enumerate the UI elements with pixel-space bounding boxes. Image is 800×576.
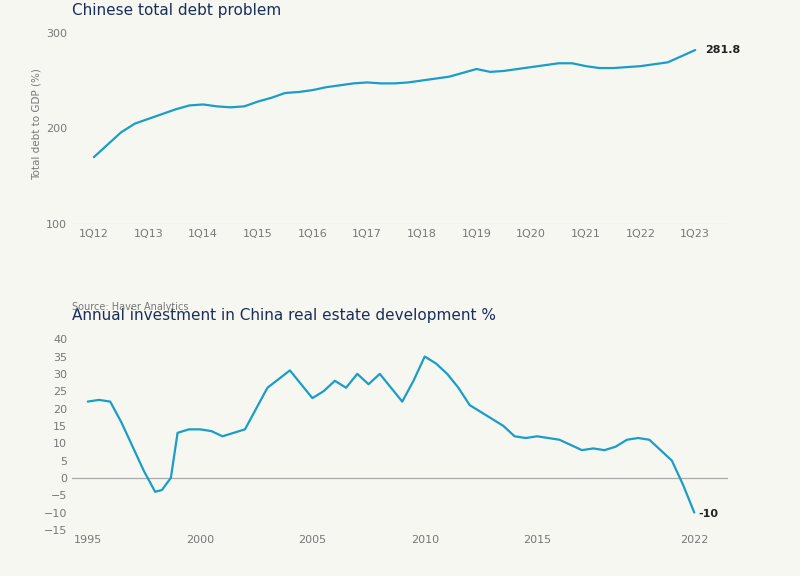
Text: Source: Haver Analytics: Source: Haver Analytics (72, 302, 189, 312)
Text: 281.8: 281.8 (705, 45, 740, 55)
Text: Annual investment in China real estate development %: Annual investment in China real estate d… (72, 308, 496, 324)
Y-axis label: Total debt to GDP (%): Total debt to GDP (%) (32, 67, 42, 180)
Text: -10: -10 (698, 509, 718, 518)
Text: Chinese total debt problem: Chinese total debt problem (72, 3, 282, 18)
